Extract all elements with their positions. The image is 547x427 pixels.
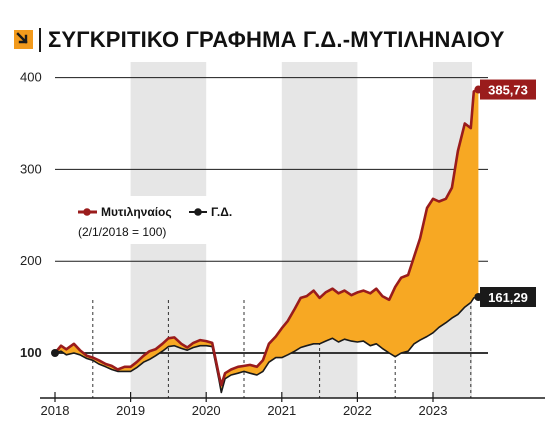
- legend-note: (2/1/2018 = 100): [78, 225, 166, 239]
- end-label-box-mytilineos: [480, 79, 536, 100]
- y-tick-label-100: 100: [20, 345, 42, 360]
- x-tick-label-2021: 2021: [267, 403, 296, 418]
- end-label-box-gd: [480, 287, 536, 308]
- title-bar: ΣΥΓΚΡΙΤΙΚΟ ΓΡΑΦΗΜΑ Γ.Δ.-ΜΥΤΙΛΗΝΑΙΟΥ: [6, 26, 541, 54]
- x-tick-label-2022: 2022: [343, 403, 372, 418]
- legend-box: [68, 196, 248, 244]
- x-tick-label-2018: 2018: [41, 403, 70, 418]
- y-tick-label-400: 400: [20, 70, 42, 85]
- end-label-mytilineos: 385,73: [488, 83, 528, 98]
- legend-marker-mytilineos: [83, 208, 91, 216]
- gap-area: [55, 89, 479, 393]
- arrow-down-right-icon: [14, 30, 33, 49]
- y-tick-label-300: 300: [20, 161, 42, 176]
- series-line-mytilineos: [53, 88, 479, 387]
- legend-label-gd: Γ.Δ.: [211, 205, 232, 219]
- start-point-marker: [51, 349, 59, 357]
- title-separator: [39, 28, 41, 52]
- page-title: ΣΥΓΚΡΙΤΙΚΟ ΓΡΑΦΗΜΑ Γ.Δ.-ΜΥΤΙΛΗΝΑΙΟΥ: [48, 27, 505, 52]
- x-tick-label-2020: 2020: [192, 403, 221, 418]
- y-tick-label-200: 200: [20, 253, 42, 268]
- legend-label-mytilineos: Μυτιληναίος: [101, 205, 172, 219]
- x-tick-label-2019: 2019: [116, 403, 145, 418]
- x-tick-label-2023: 2023: [419, 403, 448, 418]
- legend-marker-gd: [194, 208, 202, 216]
- end-label-gd: 161,29: [488, 290, 528, 305]
- series-line-gd: [54, 296, 479, 394]
